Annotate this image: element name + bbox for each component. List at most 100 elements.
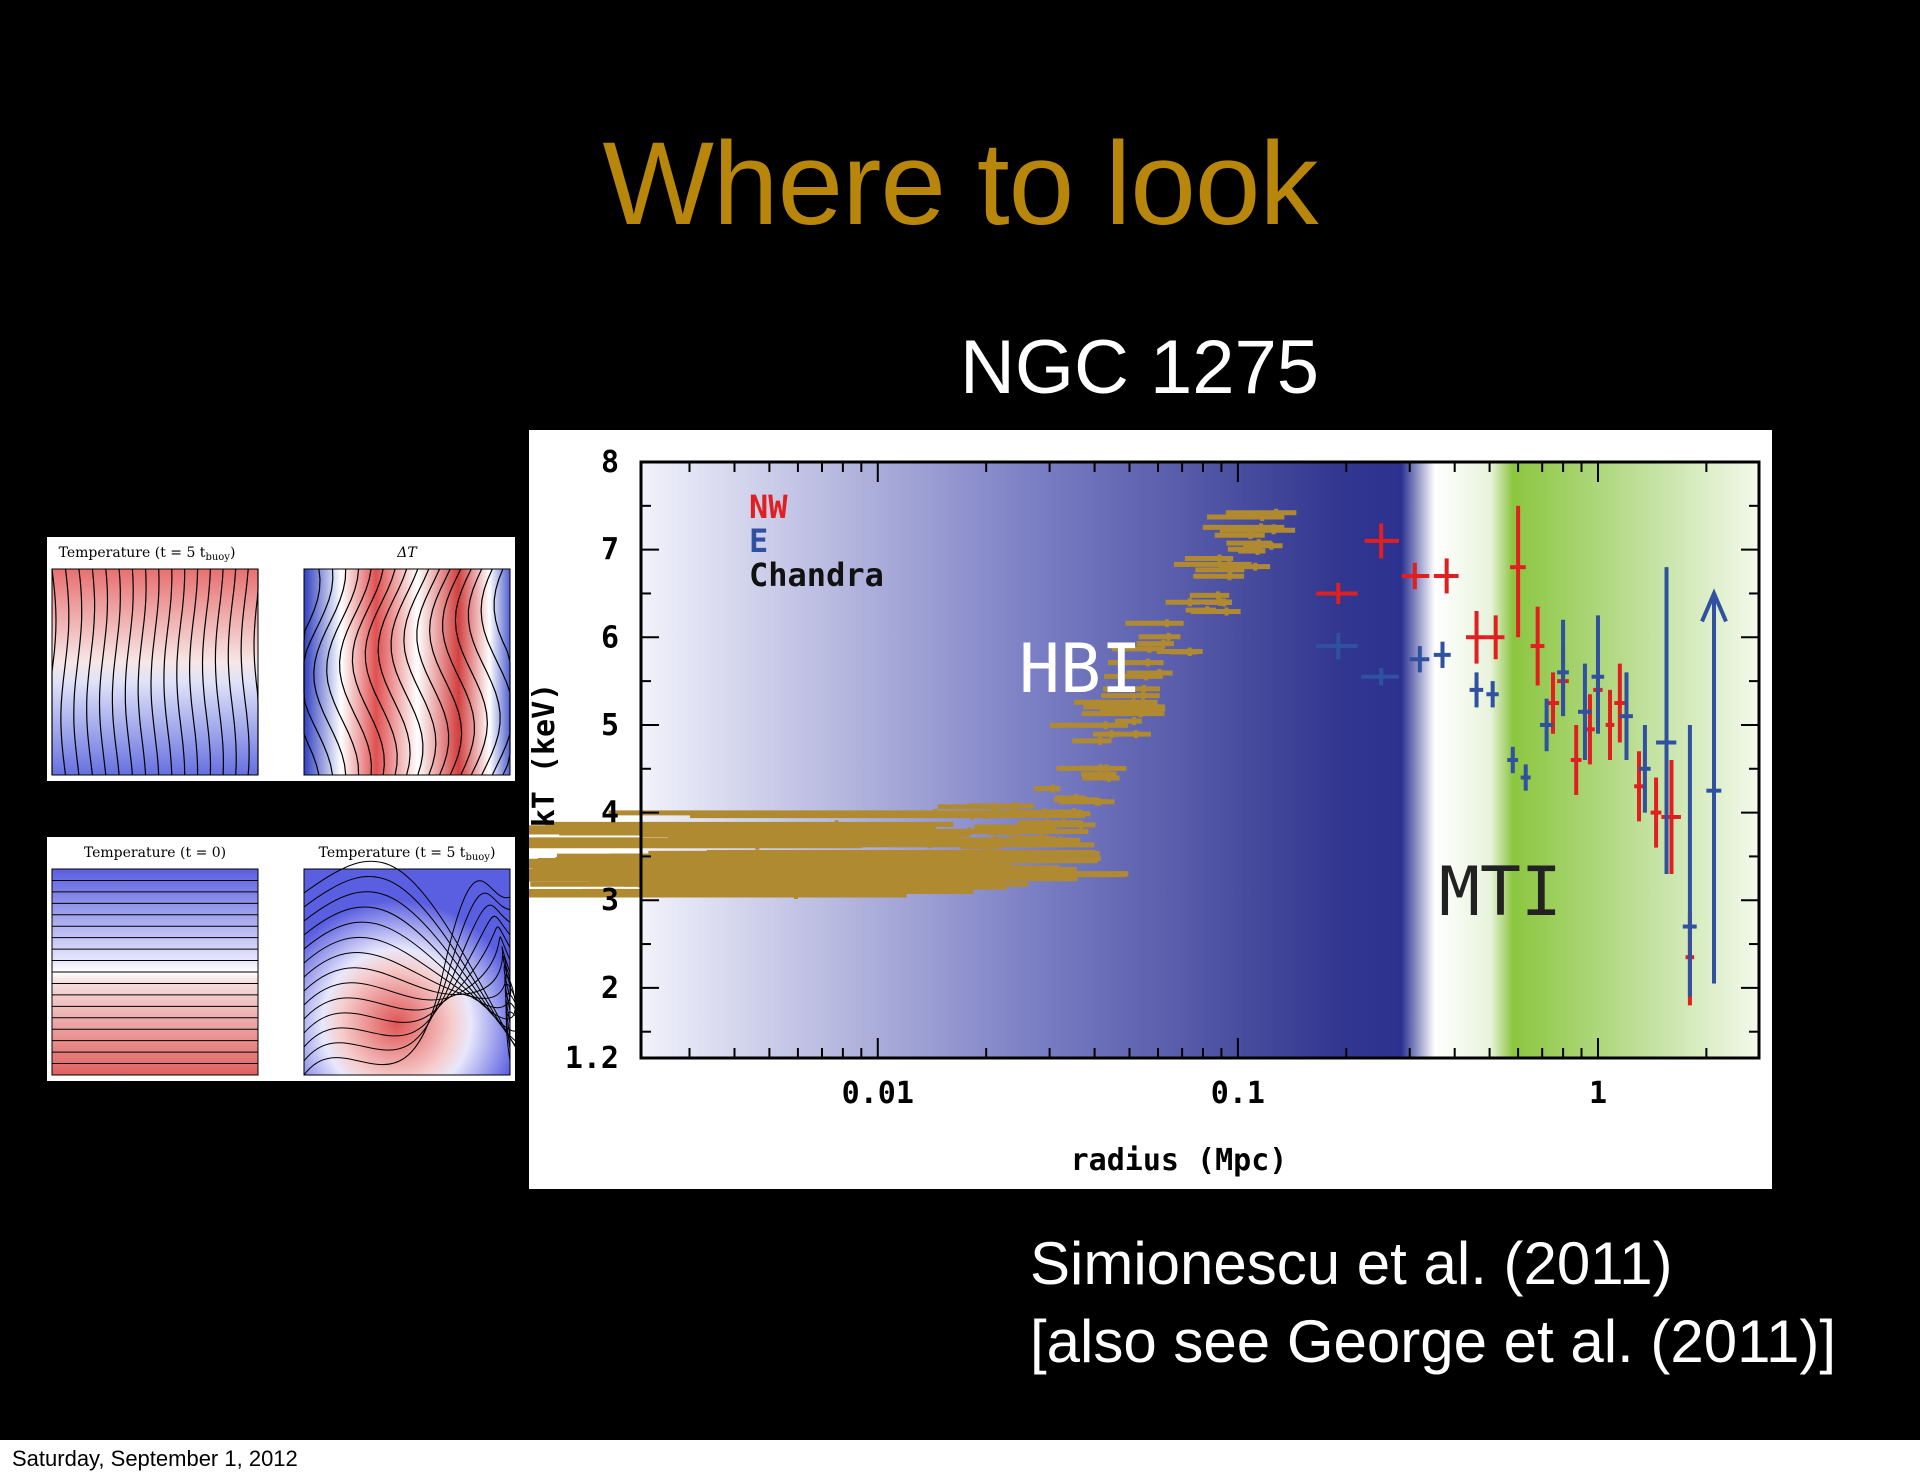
e-point <box>1656 567 1677 874</box>
field-line <box>227 568 237 776</box>
e-point <box>1520 764 1531 791</box>
axis-ticks <box>641 461 1759 1058</box>
field-line <box>124 568 134 776</box>
temperature-profile-chart: 0.01 0.1 1 1.2 2 3 4 5 6 7 8 kT (keV) radius (Mpc)… <box>529 430 1772 1189</box>
e-point <box>1409 646 1430 673</box>
sim-plot-temperature-evolved <box>303 868 511 1076</box>
e-series <box>1316 567 1728 997</box>
simulation-panel-top: Temperature (t = 5 tbuoy) ΔT <box>47 537 515 781</box>
field-line <box>403 568 437 776</box>
y-tick-label: 5 <box>601 708 619 743</box>
x-tick-label: 0.01 <box>842 1076 914 1111</box>
nw-point <box>1433 558 1459 594</box>
slide: Where to look NGC 1275 <box>0 0 1920 1440</box>
x-tick-label: 0.1 <box>1211 1076 1265 1111</box>
y-tick-label: 1.2 <box>565 1041 619 1076</box>
y-tick-label: 8 <box>601 445 619 480</box>
mti-label: MTI <box>1439 853 1562 932</box>
field-line <box>303 892 511 1062</box>
field-line <box>351 568 385 776</box>
field-line <box>240 568 250 776</box>
y-tick-label: 3 <box>601 883 619 918</box>
field-line <box>201 568 212 776</box>
field-line <box>150 568 160 776</box>
e-point <box>1539 698 1553 752</box>
y-tick-label: 6 <box>601 620 619 655</box>
slide-title: Where to look <box>602 118 1319 250</box>
field-line <box>303 568 334 776</box>
e-point <box>1577 663 1592 760</box>
x-axis-label: radius (Mpc) <box>1071 1143 1288 1178</box>
sim-label-top-right: ΔT <box>396 545 418 561</box>
hbi-label: HBI <box>1019 630 1142 709</box>
field-line <box>338 568 373 776</box>
field-line <box>493 568 511 776</box>
citation: Simionescu et al. (2011) [also see Georg… <box>1030 1225 1836 1381</box>
field-line <box>480 568 511 776</box>
e-point <box>1433 641 1451 668</box>
nw-point <box>1486 615 1505 660</box>
field-line <box>442 568 475 776</box>
plot-frame <box>639 460 1761 1060</box>
e-point <box>1361 667 1399 686</box>
field-line <box>253 569 259 775</box>
sim-field-lines <box>303 860 515 1076</box>
sim-label-bottom-right: Temperature (t = 5 tbuoy) <box>319 845 496 863</box>
field-line <box>188 568 199 776</box>
nw-point <box>1605 689 1615 760</box>
object-name: NGC 1275 <box>960 325 1320 410</box>
e-point <box>1591 615 1605 734</box>
legend-nw: NW <box>749 488 788 526</box>
e-point <box>1700 588 1728 984</box>
nw-point <box>1364 523 1399 559</box>
chandra-series <box>529 508 1297 899</box>
sim-field-lines <box>51 568 259 776</box>
axis-tick-labels: 0.01 0.1 1 1.2 2 3 4 5 6 7 8 <box>565 445 1607 1111</box>
field-line <box>313 568 347 776</box>
field-line <box>60 568 70 776</box>
field-line <box>303 936 512 1008</box>
field-line <box>303 880 511 1076</box>
field-line <box>416 568 450 776</box>
e-arrow <box>1700 588 1728 623</box>
field-line <box>98 568 109 776</box>
y-tick-label: 7 <box>601 533 619 568</box>
field-line <box>454 568 489 776</box>
y-axis-label: kT (keV) <box>529 683 562 828</box>
field-line <box>377 568 411 776</box>
sim-field-lines <box>52 879 258 1065</box>
field-line <box>176 568 186 776</box>
field-line <box>467 568 501 776</box>
nw-point <box>1570 724 1582 796</box>
y-tick-label: 2 <box>601 971 619 1006</box>
e-point <box>1639 724 1651 813</box>
field-line <box>86 568 96 776</box>
field-line <box>390 568 424 776</box>
legend-chandra: Chandra <box>749 556 884 594</box>
legend: NW E Chandra <box>749 488 884 594</box>
field-line <box>163 568 173 776</box>
nw-point <box>1465 611 1487 664</box>
field-line <box>428 568 463 776</box>
field-line <box>364 568 398 776</box>
e-point <box>1619 672 1633 760</box>
field-line <box>137 568 147 776</box>
sim-plot-temperature-final <box>51 568 259 776</box>
field-line <box>111 568 121 776</box>
citation-secondary: [also see George et al. (2011)] <box>1030 1308 1837 1375</box>
x-tick-label: 1 <box>1589 1076 1607 1111</box>
e-point <box>1469 672 1484 708</box>
sim-label-bottom-left: Temperature (t = 0) <box>84 845 226 861</box>
simulation-panel-bottom: Temperature (t = 0) Temperature (t = 5 t… <box>47 837 515 1081</box>
nw-point <box>1316 582 1358 604</box>
field-line <box>303 860 515 1061</box>
field-line <box>326 568 360 776</box>
e-point <box>1557 619 1569 717</box>
e-point <box>1316 632 1358 660</box>
e-point <box>1486 681 1499 708</box>
citation-primary: Simionescu et al. (2011) <box>1030 1230 1673 1297</box>
nw-point <box>1510 505 1526 638</box>
sim-plot-delta-t <box>303 568 511 776</box>
y-tick-label: 4 <box>601 796 619 831</box>
e-point <box>1507 746 1519 774</box>
